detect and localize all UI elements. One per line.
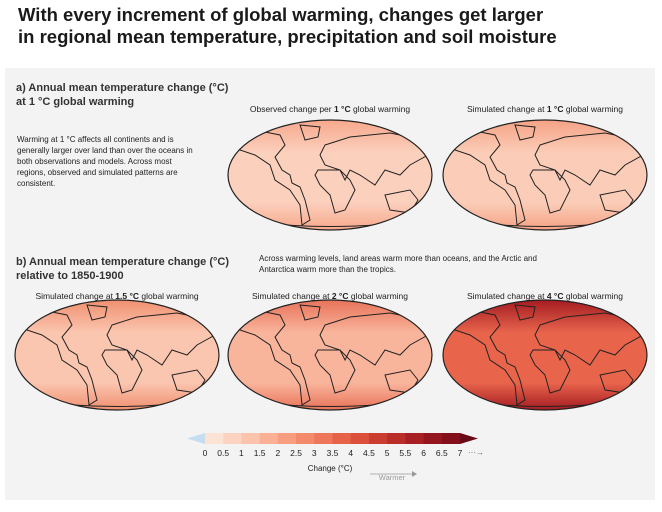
colorbar-segment: [350, 433, 370, 444]
caption-part: global warming: [563, 104, 624, 114]
colorbar-segment: [387, 433, 406, 444]
panel-title: b) Annual mean temperature change (°C) r…: [16, 255, 229, 283]
colorbar-tick-label: 6: [421, 448, 426, 458]
colorbar-arrow-label: Warmer: [378, 473, 406, 482]
map-caption: Simulated change at 2 °C global warming: [220, 291, 440, 301]
colorbar-cold-end: [187, 433, 205, 444]
colorbar-tick-label: 2: [275, 448, 281, 458]
colorbar-label: Change (°C): [307, 464, 353, 473]
caption-part: global warming: [139, 291, 199, 301]
map: [227, 119, 433, 231]
colorbar-warm-end: [460, 433, 478, 444]
caption-part: global warming: [348, 291, 409, 301]
colorbar-tick-label: 6.5: [435, 448, 448, 458]
colorbar-tick-label: 3: [311, 448, 317, 458]
caption-part: global warming: [563, 291, 624, 301]
colorbar-segment: [241, 433, 261, 444]
map-caption: Simulated change at 1.5 °C global warmin…: [7, 291, 227, 301]
colorbar-segment: [296, 433, 315, 444]
caption-part: Simulated change at: [466, 291, 547, 301]
map-globe: [227, 119, 433, 231]
colorbar-segment: [423, 433, 443, 444]
map-caption: Observed change per 1 °C global warming: [220, 104, 440, 114]
caption-part: Simulated change at: [251, 291, 332, 301]
caption-part: 1.5 °C: [115, 291, 140, 301]
colorbar-tick-label: 4.5: [363, 448, 375, 458]
title-line: With every increment of global warming, …: [18, 4, 544, 25]
colorbar-segment: [277, 433, 297, 444]
map-caption: Simulated change at 4 °C global warming: [435, 291, 655, 301]
page-title: With every increment of global warming, …: [18, 4, 557, 48]
colorbar-segment: [405, 433, 425, 444]
panel-title: a) Annual mean temperature change (°C) a…: [16, 81, 228, 109]
warmer-arrowhead: [412, 471, 417, 477]
colorbar-segment: [259, 433, 279, 444]
colorbar-segment: [314, 433, 333, 444]
map-globe: [227, 299, 433, 411]
colorbar-segment: [441, 433, 461, 444]
map: [14, 299, 220, 411]
colorbar-tick-label: 5.5: [399, 448, 412, 458]
colorbar-tick-label: 4: [348, 448, 354, 458]
colorbar-tick-label: 0: [202, 448, 208, 458]
colorbar-tick-label: 0.5: [217, 448, 230, 458]
title-line: at 1 °C global warming: [16, 96, 135, 108]
map-globe: [442, 119, 648, 231]
caption-part: global warming: [350, 104, 411, 114]
colorbar-continuation: ···→: [468, 448, 484, 457]
map: [227, 299, 433, 411]
colorbar-tick-label: 7: [457, 448, 463, 458]
colorbar-segment: [223, 433, 242, 444]
title-line: relative to 1850-1900: [16, 270, 124, 282]
colorbar-tick-label: 1: [239, 448, 244, 458]
caption-part: Simulated change at: [466, 104, 547, 114]
colorbar-tick-label: 1.5: [253, 448, 266, 458]
colorbar-segment: [332, 433, 352, 444]
colorbar-tick-label: 3.5: [326, 448, 339, 458]
colorbar-segment: [205, 433, 224, 444]
panel-note: Across warming levels, land areas warm m…: [259, 254, 537, 274]
colorbar-segment: [368, 433, 388, 444]
map-globe: [442, 299, 648, 411]
map-globe: [14, 299, 220, 411]
caption-part: Simulated change at: [35, 291, 116, 301]
colorbar-tick-label: 2.5: [290, 448, 302, 458]
panel-note: Warming at 1 °C affects all continents a…: [17, 135, 193, 188]
caption-part: 4 °C: [546, 291, 564, 301]
caption-part: Observed change per: [249, 104, 334, 114]
caption-part: 1 °C: [333, 104, 351, 114]
caption-part: 2 °C: [331, 291, 349, 301]
map: [442, 119, 648, 231]
map: [442, 299, 648, 411]
caption-part: 1 °C: [546, 104, 564, 114]
title-line: in regional mean temperature, precipitat…: [18, 26, 557, 47]
colorbar-tick-label: 5: [384, 448, 390, 458]
map-caption: Simulated change at 1 °C global warming: [435, 104, 655, 114]
title-line: a) Annual mean temperature change (°C): [16, 82, 229, 94]
title-line: b) Annual mean temperature change (°C): [16, 256, 230, 268]
